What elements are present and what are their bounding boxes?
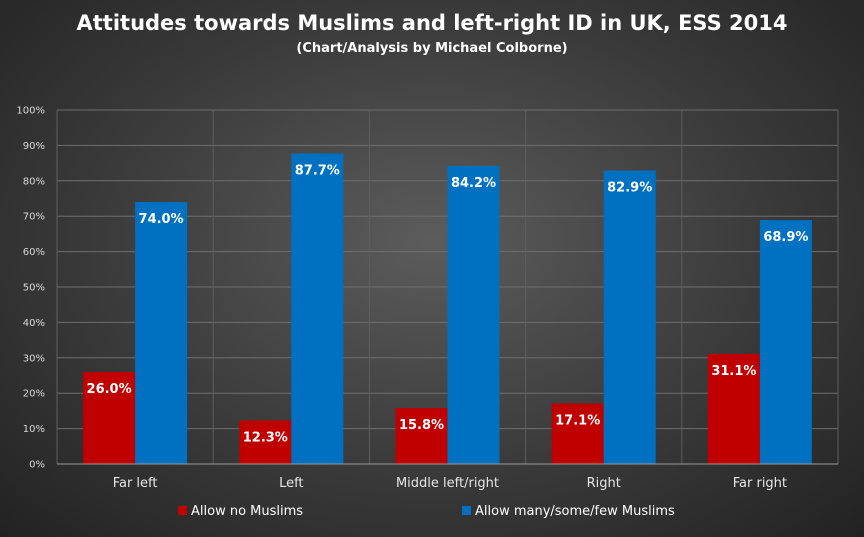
- x-tick-label: Far right: [733, 476, 787, 491]
- legend-label: Allow no Muslims: [191, 504, 303, 519]
- x-tick-label: Left: [279, 476, 303, 491]
- data-label: 12.3%: [243, 430, 288, 445]
- y-tick-label: 0%: [29, 460, 45, 471]
- y-tick-label: 60%: [23, 247, 45, 258]
- data-label: 87.7%: [295, 164, 340, 179]
- bar-allow-no-muslims: [707, 353, 760, 464]
- bar-allow-no-muslims: [83, 371, 136, 464]
- data-label: 26.0%: [87, 382, 132, 397]
- y-tick-label: 90%: [23, 141, 45, 152]
- bar-allow-many-muslims: [759, 220, 812, 464]
- chart-subtitle: (Chart/Analysis by Michael Colborne): [296, 41, 567, 56]
- data-label: 31.1%: [711, 364, 756, 379]
- bar-allow-no-muslims: [551, 403, 604, 464]
- legend-swatch: [178, 506, 187, 515]
- y-tick-label: 100%: [16, 106, 45, 117]
- bar-allow-many-muslims: [447, 165, 500, 464]
- x-tick-label: Far left: [113, 476, 158, 491]
- data-label: 15.8%: [399, 418, 444, 433]
- legend: Allow no Muslims Allow many/some/few Musl…: [178, 504, 675, 519]
- legend-label: Allow many/some/few Muslims: [475, 504, 675, 519]
- bar-allow-no-muslims: [395, 408, 448, 464]
- chart-title: Attitudes towards Muslims and left-right…: [77, 11, 788, 35]
- y-axis: 0% 10% 20% 30% 40% 50% 60% 70% 80% 90% 100%: [16, 106, 45, 471]
- bar-allow-no-muslims: [239, 420, 292, 464]
- bars: 26.0% 12.3% 15.8% 17.1% 31.1% 74.0% 87.7% 84.2%…: [83, 153, 812, 465]
- y-tick-label: 20%: [23, 389, 45, 400]
- x-tick-label: Right: [587, 476, 621, 491]
- y-tick-label: 80%: [23, 176, 45, 187]
- y-tick-label: 40%: [23, 318, 45, 329]
- bar-allow-many-muslims: [603, 170, 656, 464]
- bar-allow-many-muslims: [291, 153, 344, 465]
- y-tick-label: 30%: [23, 353, 45, 364]
- y-tick-label: 50%: [23, 283, 45, 294]
- x-axis: Far left Left Middle left/right Right Far ri…: [57, 463, 838, 491]
- data-label: 17.1%: [555, 413, 600, 428]
- legend-swatch: [462, 506, 471, 515]
- y-tick-label: 10%: [23, 424, 45, 435]
- x-tick-label: Middle left/right: [396, 476, 499, 491]
- data-label: 84.2%: [451, 176, 496, 191]
- data-label: 82.9%: [607, 181, 652, 196]
- y-tick-label: 70%: [23, 212, 45, 223]
- bar-allow-many-muslims: [135, 202, 188, 465]
- data-label: 74.0%: [139, 212, 184, 227]
- data-label: 68.9%: [763, 230, 808, 245]
